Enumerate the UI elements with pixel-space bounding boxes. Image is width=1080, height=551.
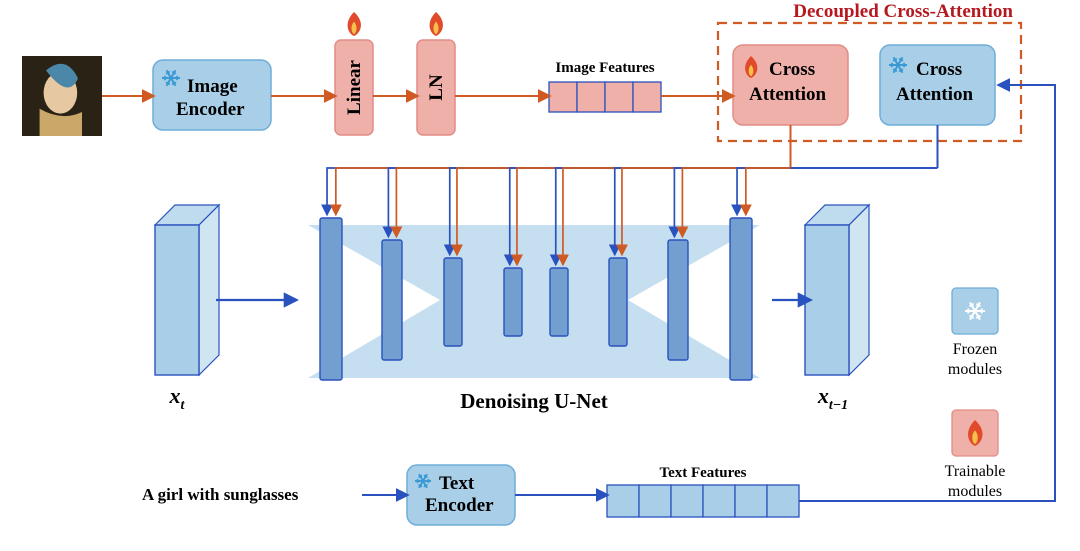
unet-block-4 <box>550 268 568 336</box>
unet-background <box>308 225 760 378</box>
svg-text:Trainable: Trainable <box>945 463 1006 480</box>
svg-text:Attention: Attention <box>749 84 826 105</box>
xtm-label: xt−1 <box>817 383 848 413</box>
image-encoder-label: Image <box>187 76 238 97</box>
svg-text:modules: modules <box>948 361 1002 378</box>
text-prompt: A girl with sunglasses <box>142 485 299 504</box>
svg-text:Encoder: Encoder <box>425 495 494 516</box>
svg-text:Attention: Attention <box>896 84 973 105</box>
decoupled-title: Decoupled Cross-Attention <box>793 1 1013 22</box>
unet-block-1 <box>382 240 402 360</box>
svg-text:Text: Text <box>439 473 475 494</box>
unet-block-2 <box>444 258 462 346</box>
unet-block-0 <box>320 218 342 380</box>
text-features-label: Text Features <box>659 465 746 481</box>
svg-text:LN: LN <box>426 74 447 101</box>
svg-text:modules: modules <box>948 483 1002 500</box>
svg-text:Frozen: Frozen <box>953 341 997 358</box>
unet-block-3 <box>504 268 522 336</box>
xt-label: xt <box>169 383 186 413</box>
image-features-label: Image Features <box>555 60 654 76</box>
svg-text:Cross: Cross <box>769 59 815 80</box>
svg-text:Encoder: Encoder <box>176 99 245 120</box>
svg-text:Linear: Linear <box>344 59 365 114</box>
unet-block-7 <box>730 218 752 380</box>
svg-text:Cross: Cross <box>916 59 962 80</box>
unet-label: Denoising U-Net <box>460 389 608 413</box>
unet-block-5 <box>609 258 627 346</box>
unet-block-6 <box>668 240 688 360</box>
